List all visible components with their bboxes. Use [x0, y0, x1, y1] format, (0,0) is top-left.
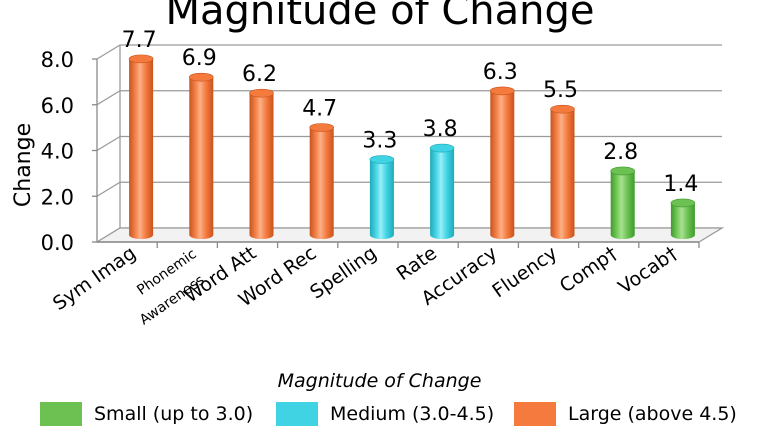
bar-top	[489, 86, 515, 96]
y-tick-label: 4.0	[41, 140, 74, 164]
bar	[129, 58, 154, 239]
legend-label-medium: Medium (3.0-4.5)	[330, 403, 495, 425]
gridline-side	[96, 44, 121, 60]
value-label: 3.8	[423, 117, 458, 142]
value-label: 7.7	[122, 28, 157, 53]
bar-top	[309, 123, 335, 132]
bar-top	[189, 72, 214, 82]
bar	[189, 77, 214, 239]
legend-swatch-medium	[276, 402, 318, 426]
value-label: 6.2	[242, 62, 277, 87]
legend-title: Magnitude of Change	[277, 370, 482, 392]
bar	[249, 93, 274, 239]
bar-top	[429, 143, 455, 153]
bar-top	[128, 54, 154, 64]
bar-top	[550, 104, 575, 114]
legend-label-small: Small (up to 3.0)	[94, 403, 254, 425]
bar	[610, 170, 635, 239]
y-tick-label: 0.0	[41, 231, 74, 255]
bar	[430, 148, 455, 239]
bar-top	[610, 166, 636, 176]
y-axis-label: Change	[11, 123, 36, 207]
gridline-side	[96, 181, 121, 197]
bar	[309, 127, 334, 239]
value-label: 2.8	[603, 140, 638, 165]
value-label: 6.3	[483, 60, 518, 85]
legend-swatch-large	[514, 402, 556, 426]
y-tick-label: 8.0	[41, 48, 74, 72]
x-tick-label: Vocab†	[614, 242, 681, 298]
legend-label-large: Large (above 4.5)	[568, 403, 737, 425]
legend-item-small: Small (up to 3.0)	[40, 402, 253, 426]
y-tick-label: 6.0	[41, 94, 74, 118]
value-label: 4.7	[302, 96, 337, 121]
x-tick-label: Rate	[393, 242, 441, 285]
gridline-side	[96, 135, 121, 152]
legend-item-medium: Medium (3.0-4.5)	[276, 402, 494, 426]
bar-top	[369, 155, 395, 164]
x-tick-label: Fluency	[488, 242, 561, 302]
bars	[128, 54, 696, 239]
value-label: 3.3	[362, 129, 397, 154]
bar	[490, 90, 515, 239]
bar	[670, 202, 695, 239]
y-tick-label: 2.0	[41, 185, 74, 209]
bar-chart: Magnitude of Change 0.0 2.0 4.0 6.0 8.0 7.7 6…	[11, 0, 725, 328]
x-tick-label: Comp†	[556, 242, 622, 297]
legend-item-large: Large (above 4.5)	[514, 402, 737, 426]
value-labels: 7.7 6.9 6.2 4.7 3.3 3.8 6.3 5.5 2.8 1.4	[122, 28, 699, 197]
value-label: 5.5	[543, 78, 578, 103]
legend: Small (up to 3.0) Medium (3.0-4.5) Large…	[0, 402, 759, 432]
legend-swatch-small	[40, 402, 82, 426]
chart-title: Magnitude of Change	[165, 0, 594, 34]
x-tick-label: Spelling	[306, 242, 381, 303]
bar-top	[670, 198, 696, 208]
bar	[550, 109, 575, 239]
bar-top	[249, 88, 274, 98]
value-label: 1.4	[663, 172, 698, 197]
bar	[369, 159, 394, 239]
value-label: 6.9	[182, 46, 217, 71]
y-axis-ticks: 0.0 2.0 4.0 6.0 8.0	[41, 48, 97, 255]
gridline-side	[96, 90, 121, 106]
